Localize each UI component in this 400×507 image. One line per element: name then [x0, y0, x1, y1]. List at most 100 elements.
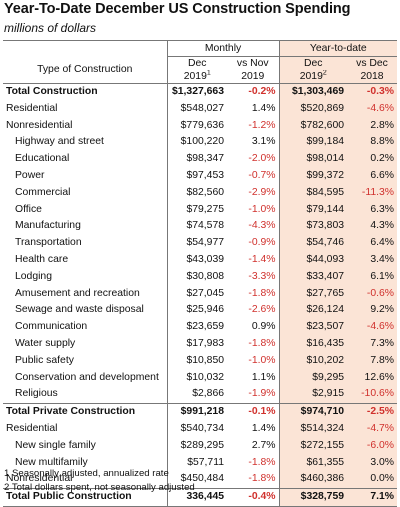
col3-header-l2: 20192: [278, 70, 348, 84]
row-label: Transportation: [15, 237, 82, 249]
row-monthly-change: -1.8%: [248, 473, 276, 485]
row-ytd-value: $27,765: [278, 285, 348, 303]
row-monthly-value: $97,453: [166, 167, 227, 185]
ytd-header: Year-to-date: [278, 40, 398, 57]
row-ytd-change: 6.6%: [347, 167, 398, 185]
row-label: Amusement and recreation: [15, 287, 140, 299]
row-monthly-change: -0.9%: [248, 237, 276, 249]
row-monthly-value: $450,484: [166, 471, 227, 489]
footnote-1: 1 Seasonally adjusted, annualized rate: [4, 468, 169, 479]
row-ytd-change: -0.3%: [347, 82, 398, 101]
col1-header-l1: Dec: [166, 56, 227, 70]
row-label: Sewage and waste disposal: [15, 304, 144, 316]
spending-table: Monthly Year-to-date Type of Constructio…: [3, 40, 398, 507]
row-ytd-change: 7.3%: [347, 335, 398, 353]
row-ytd-value: $2,915: [278, 386, 348, 404]
row-monthly-value: $25,946: [166, 302, 227, 320]
row-ytd-change: 3.4%: [347, 251, 398, 269]
col2-header-l1: vs Nov: [236, 58, 269, 69]
row-ytd-change: -4.6%: [347, 100, 398, 118]
row-label: Residential: [6, 102, 58, 114]
table-row: Lodging $30,808 -3.3% $33,407 6.1%: [3, 268, 398, 286]
row-label: Conservation and development: [15, 371, 159, 383]
footnotes: 1 Seasonally adjusted, annualized rate 2…: [4, 467, 195, 495]
table-row: Total Construction $1,327,663 -0.2% $1,303,…: [3, 82, 398, 101]
row-monthly-value: $540,734: [166, 420, 227, 438]
row-monthly-value: $10,032: [166, 369, 227, 387]
table-row: Nonresidential $450,484 -1.8% $460,386 0.0%: [3, 471, 398, 489]
row-monthly-value: $30,808: [166, 268, 227, 286]
table-row: Public safety $10,850 -1.0% $10,202 7.8%: [3, 352, 398, 370]
row-ytd-value: $460,386: [278, 471, 348, 489]
row-monthly-value: $54,977: [166, 235, 227, 252]
footnote-2: 2 Total dollars spent, not seasonally ad…: [4, 482, 195, 493]
table-row: Office $79,275 -1.0% $79,144 6.3%: [3, 201, 398, 219]
row-label: Residential: [6, 422, 58, 434]
row-monthly-value: $991,218: [166, 403, 227, 421]
row-monthly-change: -0.2%: [227, 82, 280, 101]
row-ytd-change: 9.2%: [347, 302, 398, 320]
row-monthly-change: -1.2%: [248, 119, 276, 131]
row-monthly-value: $289,295: [166, 437, 227, 455]
row-ytd-value: $61,355: [278, 454, 348, 472]
row-label: Religious: [15, 388, 58, 400]
row-label: Power: [15, 169, 45, 181]
row-ytd-change: 6.4%: [347, 235, 398, 252]
table-row: Power $97,453 -0.7% $99,372 6.6%: [3, 167, 398, 185]
row-monthly-change: 1.1%: [251, 371, 276, 383]
col2-header-l2: 2019: [227, 70, 280, 84]
row-monthly-change: -1.8%: [248, 287, 276, 299]
row-ytd-value: $44,093: [278, 251, 348, 269]
row-monthly-change: -0.4%: [227, 488, 280, 507]
row-monthly-value: $17,983: [166, 335, 227, 353]
row-ytd-change: 6.1%: [347, 268, 398, 286]
table-row: Water supply $17,983 -1.8% $16,435 7.3%: [3, 335, 398, 353]
row-monthly-change: -0.7%: [248, 169, 276, 181]
table-row: Amusement and recreation $27,045 -1.8% $27,…: [3, 285, 398, 303]
row-monthly-value: $23,659: [166, 319, 227, 336]
row-monthly-value: $100,220: [166, 134, 227, 152]
row-label: Office: [15, 203, 42, 215]
row-ytd-change: -6.0%: [347, 437, 398, 455]
row-ytd-change: 0.2%: [347, 151, 398, 168]
type-header: Type of Construction: [37, 64, 133, 76]
table-body: Total Construction $1,327,663 -0.2% $1,303,…: [3, 82, 398, 507]
row-ytd-value: $974,710: [278, 403, 348, 421]
row-ytd-value: $782,600: [278, 117, 348, 135]
page-subtitle: millions of dollars: [4, 21, 97, 35]
row-monthly-change: 0.9%: [251, 321, 276, 333]
col1-header-l2: 20191: [166, 70, 227, 84]
row-label: New multifamily: [15, 456, 88, 468]
monthly-header: Monthly: [166, 40, 280, 57]
row-ytd-change: -4.6%: [347, 319, 398, 336]
table-row: Commercial $82,560 -2.9% $84,595 -11.3%: [3, 184, 398, 202]
row-label: Public safety: [15, 354, 74, 366]
row-ytd-change: 2.8%: [347, 117, 398, 135]
row-monthly-value: $79,275: [166, 201, 227, 219]
row-ytd-value: $10,202: [278, 352, 348, 370]
table-row: Religious $2,866 -1.9% $2,915 -10.6%: [3, 386, 398, 404]
row-ytd-change: 6.3%: [347, 201, 398, 219]
row-ytd-change: 7.1%: [347, 488, 398, 507]
row-ytd-change: -11.3%: [347, 184, 398, 202]
row-ytd-value: $26,124: [278, 302, 348, 320]
row-ytd-value: $99,372: [278, 167, 348, 185]
row-ytd-value: $514,324: [278, 420, 348, 438]
row-ytd-value: $9,295: [278, 369, 348, 387]
header-row-2: 20191 2019 20192 2018: [3, 70, 398, 84]
row-ytd-value: $84,595: [278, 184, 348, 202]
row-label: Commercial: [15, 186, 71, 198]
table-row: Highway and street $100,220 3.1% $99,184 8.8…: [3, 134, 398, 152]
row-ytd-value: $520,869: [278, 100, 348, 118]
row-monthly-value: $779,636: [166, 117, 227, 135]
row-monthly-change: -2.0%: [248, 153, 276, 165]
row-monthly-value: $57,711: [166, 454, 227, 472]
row-monthly-value: $548,027: [166, 100, 227, 118]
table-row: Sewage and waste disposal $25,946 -2.6% $26…: [3, 302, 398, 320]
header-row-1: Type of Construction Dec vs Nov Dec vs D…: [3, 56, 398, 75]
table-row: Educational $98,347 -2.0% $98,014 0.2%: [3, 151, 398, 168]
row-label: Lodging: [15, 270, 52, 282]
row-monthly-value: $1,327,663: [166, 82, 227, 101]
row-monthly-value: $10,850: [166, 352, 227, 370]
row-ytd-change: 7.8%: [347, 352, 398, 370]
